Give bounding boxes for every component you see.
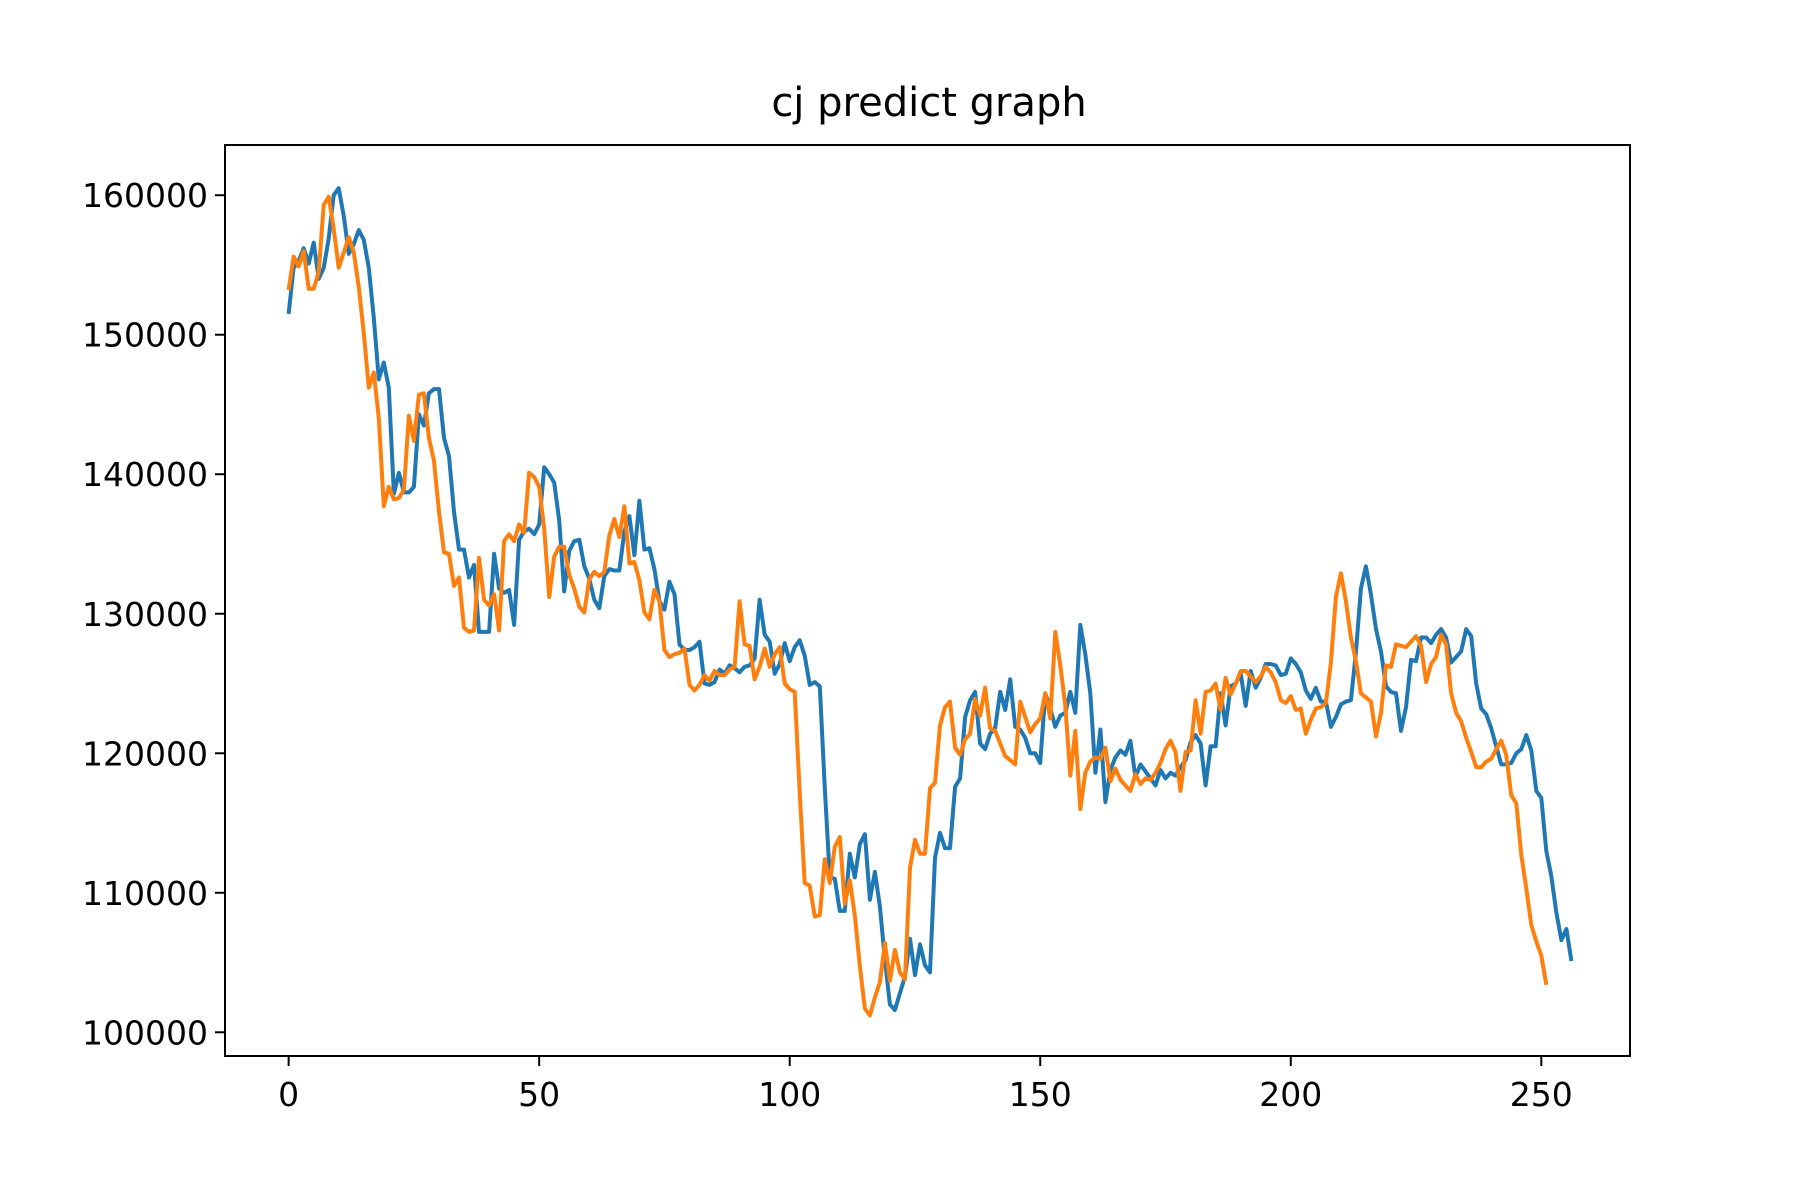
y-tick-label: 150000 (82, 316, 208, 355)
y-tick-label: 110000 (82, 874, 208, 913)
x-tick-label: 100 (758, 1075, 821, 1114)
y-tick-label: 140000 (82, 455, 208, 494)
chart-title: cj predict graph (771, 80, 1086, 126)
x-tick-label: 250 (1510, 1075, 1573, 1114)
y-tick-label: 130000 (82, 595, 208, 634)
y-tick-label: 120000 (82, 734, 208, 773)
plot-frame (224, 144, 1631, 1057)
x-tick-label: 50 (518, 1075, 560, 1114)
y-tick-label: 160000 (82, 176, 208, 215)
x-tick-label: 200 (1259, 1075, 1322, 1114)
x-tick-label: 0 (278, 1075, 299, 1114)
series-line-2 (286, 194, 1549, 1018)
series-layer (286, 186, 1574, 1018)
y-tick-label: 100000 (82, 1013, 208, 1052)
x-tick-label: 150 (1009, 1075, 1072, 1114)
axes-layer: 0 50 100 150 200 250 100000 110000 120000 130000 1… (82, 176, 1573, 1114)
